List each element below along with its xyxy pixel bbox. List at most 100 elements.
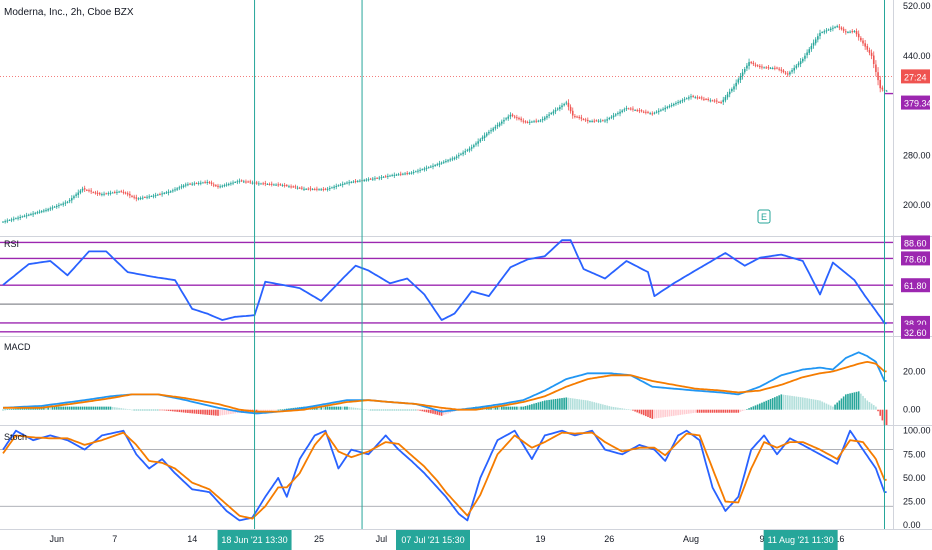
time-tick-label: 14 [187,534,197,544]
candle-body [688,97,690,99]
macd-histogram-bar [391,409,393,411]
candle-body [473,145,475,148]
candle-body [810,45,813,50]
macd-histogram-bar [133,409,135,411]
candle-body [716,100,718,102]
macd-histogram-bar [569,398,572,410]
candle-body [365,179,368,181]
last-price-badge-bg [901,69,930,84]
macd-histogram-bar [587,400,589,410]
candle-body [53,206,56,208]
candle-body [307,188,310,190]
candle-body [372,178,374,180]
macd-histogram-bar [90,406,92,410]
candle-body [320,189,322,191]
macd-histogram-bar [273,409,275,411]
candle-body [98,193,101,195]
candle-body [735,82,737,87]
macd-histogram-bar [341,406,344,410]
candle-body [507,116,510,119]
macd-histogram-bar [864,398,866,410]
candle-body [817,36,819,40]
rsi-level-label: 78.60 [904,254,927,264]
candle-body [129,193,131,196]
candle-body [339,184,342,186]
macd-histogram-bar [881,409,884,421]
macd-histogram-bar [726,409,729,413]
macd-histogram-bar [810,398,813,410]
candle-body [38,211,41,213]
candle-body [636,110,639,112]
macd-histogram-bar [152,409,155,411]
candle-body [182,185,185,187]
candle-body [647,111,649,113]
rsi-level-label: 61.80 [904,281,927,291]
macd-histogram-bar [533,403,535,410]
macd-histogram-bar [425,409,428,413]
macd-histogram-bar [840,398,843,410]
macd-histogram-bar [442,409,445,416]
candle-body [780,69,783,71]
candle-body [195,183,198,185]
macd-histogram-bar [137,409,140,411]
macd-histogram-bar [126,409,129,410]
macd-histogram-bar [208,409,211,416]
candle-body [509,114,512,117]
candle-body [565,102,568,104]
macd-histogram-bar [509,406,512,410]
candle-body [769,67,772,69]
macd-histogram-bar [94,406,97,410]
macd-histogram-bar [372,409,374,411]
macd-histogram-bar [552,399,555,410]
candle-body [21,216,24,218]
candle-body [554,109,557,112]
macd-histogram-bar [546,400,548,410]
macd-histogram-bar [225,409,228,415]
candle-body [606,119,608,121]
macd-histogram-bar [806,398,808,410]
macd-histogram-bar [184,409,187,413]
macd-histogram-bar [219,409,221,416]
macd-histogram-bar [45,406,47,410]
candle-body [877,72,879,81]
candle-body [393,174,396,176]
candle-body [79,190,82,193]
macd-histogram-bar [397,409,400,411]
candle-body [516,117,518,119]
macd-histogram-bar [98,406,101,410]
candle-body [778,68,780,70]
macd-histogram-bar [849,393,851,410]
macd-histogram-bar [524,406,527,410]
candle-body [391,175,393,177]
candle-body [389,175,391,177]
candle-body [163,192,166,194]
candle-body [30,214,32,216]
candle-body [298,187,301,189]
candle-body [4,221,6,223]
earnings-marker: E [761,212,767,222]
candle-body [28,214,30,216]
macd-histogram-bar [320,406,322,410]
candle-body [479,139,482,142]
candle-body [25,215,28,217]
macd-histogram-bar [576,398,578,410]
macd-histogram-bar [645,409,647,417]
macd-histogram-bar [851,392,854,410]
candle-body [823,31,826,33]
candle-body [210,182,213,184]
macd-histogram-bar [698,409,701,413]
macd-histogram-bar [808,398,811,410]
candle-body [571,110,574,116]
candle-body [96,192,99,194]
candle-body [881,87,884,90]
candle-body [726,94,729,98]
candle-body [292,186,295,188]
macd-histogram-bar [12,408,15,410]
candle-body [776,67,778,69]
time-highlight-label: 18 Jun '21 13:30 [221,535,287,545]
candle-body [77,192,80,195]
candle-body [40,211,43,213]
candle-body [425,167,428,169]
candle-body [690,96,692,98]
candle-body [827,29,830,31]
